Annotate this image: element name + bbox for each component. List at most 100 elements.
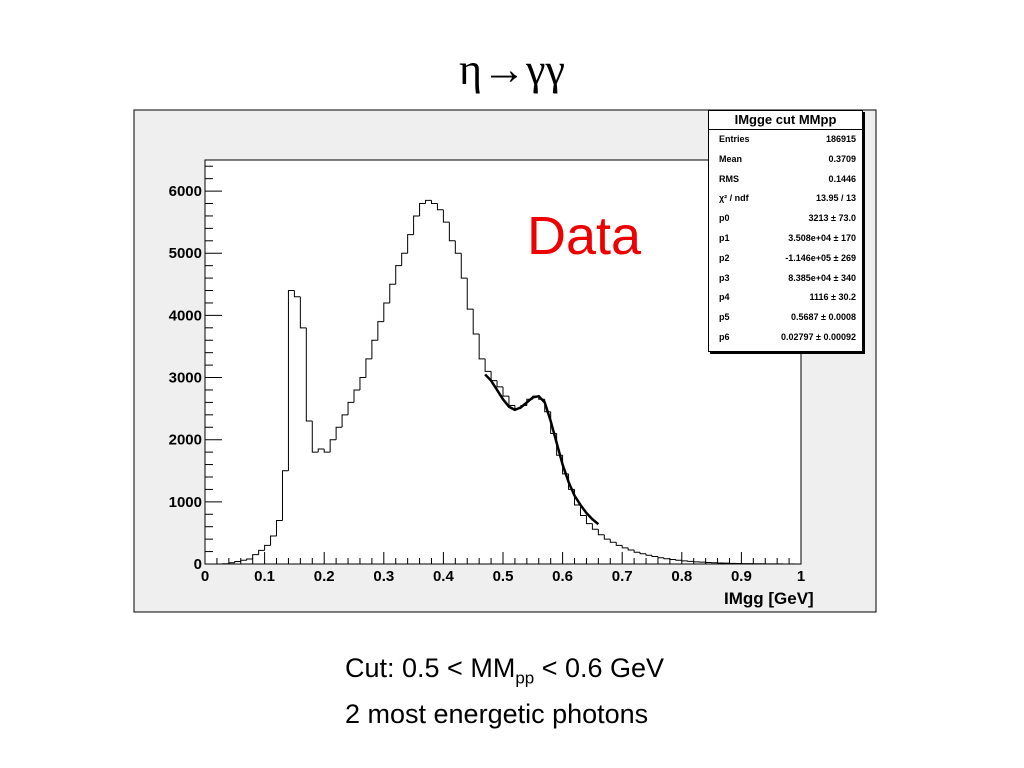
histogram-bin	[484, 358, 492, 372]
data-label: Data	[527, 206, 642, 266]
histogram-bin	[264, 544, 271, 551]
caption-cut-prefix: Cut: 0.5 < MM	[345, 653, 516, 683]
histogram-bin	[496, 380, 503, 388]
histogram-bin	[657, 556, 664, 559]
histogram-bin	[603, 534, 611, 540]
histogram-bin	[663, 557, 670, 560]
histogram-bin	[615, 542, 623, 546]
histogram-bin	[478, 334, 486, 360]
histogram-bin	[585, 515, 593, 525]
histogram-bin	[335, 426, 343, 440]
stats-param-name: p6	[719, 331, 730, 342]
stats-param-name: p3	[719, 272, 730, 283]
x-tick-label: 0.5	[493, 568, 514, 585]
stats-param-value: 0.02797 ± 0.00092	[780, 331, 856, 342]
histogram-bin	[365, 358, 372, 378]
caption-cut-suffix: < 0.6 GeV	[534, 653, 665, 683]
histogram-bin	[276, 519, 283, 537]
histogram-bin	[240, 559, 247, 562]
y-tick-label: 0	[194, 556, 202, 573]
histogram-bin	[621, 545, 629, 549]
stats-row: χ² / ndf 13.95 / 13	[709, 189, 862, 209]
histogram-bin	[395, 265, 402, 285]
histogram-bin	[591, 523, 599, 530]
y-tick-label: 2000	[169, 432, 202, 449]
histogram-bin	[436, 203, 444, 211]
stats-param-name: p4	[719, 292, 730, 303]
histogram-bin	[609, 539, 617, 543]
stats-row: p6 0.02797 ± 0.00092	[709, 328, 862, 348]
y-tick-label: 3000	[169, 370, 202, 387]
stats-param-value: 8.385e+04 ± 340	[788, 272, 856, 283]
stats-param-value: 0.1446	[828, 173, 856, 184]
stats-row: p5 0.5687 ± 0.0008	[709, 308, 862, 328]
histogram-bin	[287, 290, 295, 471]
caption: Cut: 0.5 < MMpp < 0.6 GeV 2 most energet…	[345, 650, 664, 732]
fit-curve	[484, 373, 600, 526]
y-tick-label: 5000	[169, 245, 202, 262]
slide-title: η→γγ	[459, 45, 565, 94]
histogram-bin	[341, 414, 349, 428]
stats-row: p1 3.508e+04 ± 170	[709, 229, 862, 249]
histogram-bin	[389, 283, 396, 303]
stats-row: p3 8.385e+04 ± 340	[709, 269, 862, 289]
stats-param-name: χ² / ndf	[719, 193, 749, 204]
x-tick-label: 0.3	[373, 568, 394, 585]
x-tick-label: 0.9	[731, 568, 752, 585]
stats-param-value: 3.508e+04 ± 170	[788, 232, 856, 243]
histogram-bin	[258, 549, 265, 555]
x-tick-label: 0	[201, 568, 209, 585]
histogram-bin	[305, 327, 313, 422]
histogram-bin	[299, 296, 307, 329]
histogram-bin	[460, 253, 468, 279]
y-tick-label: 4000	[169, 307, 202, 324]
histogram-bin	[627, 547, 635, 551]
stats-param-value: 0.5687 ± 0.0008	[791, 312, 856, 323]
histogram-bin	[633, 550, 641, 553]
histogram-bin	[377, 321, 384, 341]
histogram-bin	[419, 203, 426, 216]
caption-line-2: 2 most energetic photons	[345, 699, 649, 730]
histogram-bin	[472, 309, 480, 335]
stats-param-value: 3213 ± 73.0	[808, 213, 856, 224]
histogram-bin	[323, 449, 331, 453]
histogram-bin	[246, 558, 253, 561]
histogram-bin	[329, 439, 337, 453]
histogram-bin	[645, 553, 652, 556]
x-tick-label: 0.7	[612, 568, 633, 585]
stats-param-value: 0.3709	[828, 153, 856, 164]
histogram-bin	[454, 240, 462, 254]
histogram-bin	[448, 222, 456, 242]
caption-cut-subscript: pp	[515, 668, 535, 688]
stats-param-name: p1	[719, 232, 730, 243]
stats-param-value: 186915	[825, 134, 856, 144]
stats-row: p2 -1.146e+05 ± 269	[709, 249, 862, 269]
stats-param-name: p5	[719, 312, 730, 323]
stats-param-name: RMS	[719, 173, 739, 184]
x-tick-label: 0.8	[671, 568, 692, 585]
histogram-bin	[281, 470, 289, 521]
histogram-bin	[317, 448, 325, 453]
histogram-bin	[311, 421, 319, 453]
plot-area	[204, 159, 802, 565]
x-axis-title: IMgg [GeV]	[724, 589, 814, 608]
histogram-bin	[413, 215, 420, 235]
histogram-bin	[293, 290, 301, 298]
histogram-bin	[353, 389, 360, 403]
stats-param-name: Entries	[719, 134, 750, 144]
histogram-bin	[347, 401, 354, 415]
stats-row: p4 1116 ± 30.2	[709, 288, 862, 308]
histogram-bin	[669, 558, 676, 561]
stats-param-value: -1.146e+05 ± 269	[785, 252, 856, 263]
x-tick-label: 0.4	[433, 568, 455, 585]
stats-title: IMgge cut MMpp	[709, 111, 862, 130]
stats-row: Entries 186915	[709, 130, 862, 150]
histogram-bin	[639, 552, 647, 555]
histogram-bin	[383, 302, 390, 322]
histogram-bin	[651, 555, 658, 558]
histogram-bin	[675, 559, 682, 561]
histogram-bin	[442, 209, 450, 223]
x-tick-label: 0.2	[314, 568, 335, 585]
histogram-bin	[466, 278, 474, 310]
stats-box: IMgge cut MMpp Entries 186915 Mean 0.3709 RM…	[708, 110, 863, 352]
